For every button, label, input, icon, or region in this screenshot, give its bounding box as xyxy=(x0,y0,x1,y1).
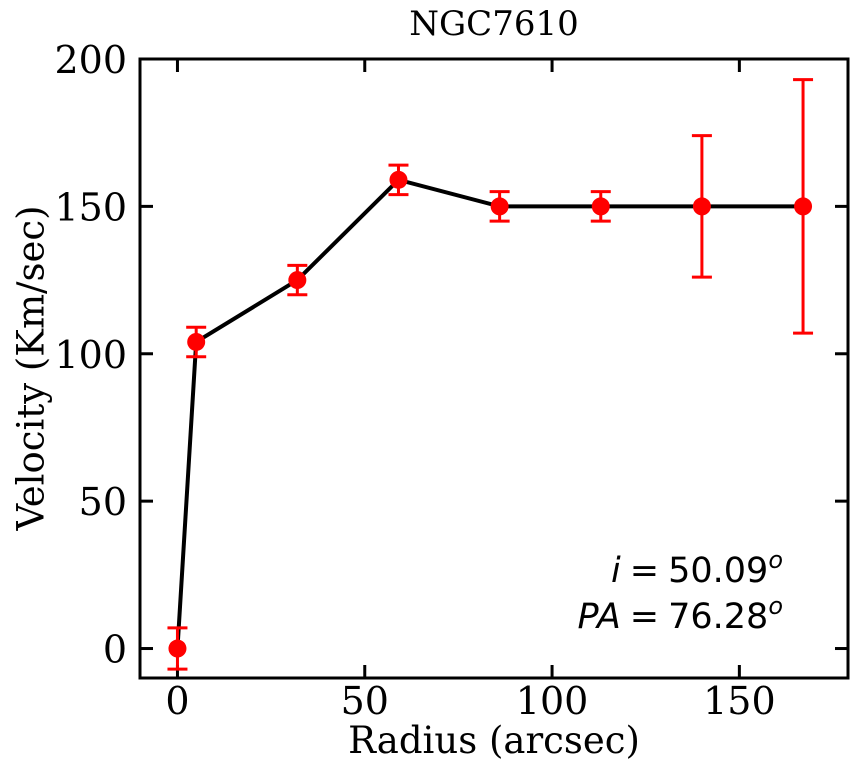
position-angle-symbol: PA xyxy=(577,597,621,637)
data-point-marker xyxy=(794,197,813,216)
y-tick-label: 150 xyxy=(54,185,127,229)
velocity-curve-line xyxy=(175,177,804,649)
plot-frame xyxy=(138,57,850,680)
x-tick-label: 150 xyxy=(703,679,776,723)
x-tick-label: 50 xyxy=(341,679,389,723)
y-tick-label: 50 xyxy=(79,480,127,524)
inclination-symbol: i xyxy=(611,551,621,591)
data-point-marker xyxy=(389,170,408,189)
inclination-value: 50.09 xyxy=(668,551,769,591)
y-tick-label: 100 xyxy=(54,333,127,377)
data-point-marker xyxy=(187,332,206,351)
y-tick-label: 200 xyxy=(54,38,127,82)
equals-sign: = xyxy=(629,551,660,591)
fit-parameters-annotation: i = 50.09o PA = 76.28o xyxy=(577,548,783,640)
equals-sign: = xyxy=(629,597,660,637)
x-tick-label: 100 xyxy=(516,679,589,723)
y-tick-label: 0 xyxy=(103,628,127,672)
degree-superscript: o xyxy=(768,592,783,620)
degree-superscript: o xyxy=(768,546,783,574)
y-axis-label: Velocity (Km/sec) xyxy=(9,205,53,531)
position-angle-value: 76.28 xyxy=(668,597,769,637)
data-points xyxy=(168,170,813,658)
inclination-annotation: i = 50.09o xyxy=(577,548,783,594)
data-point-marker xyxy=(288,271,307,290)
chart-title: NGC7610 xyxy=(409,4,579,44)
position-angle-annotation: PA = 76.28o xyxy=(577,594,783,640)
data-point-marker xyxy=(168,639,187,658)
x-tick-label: 0 xyxy=(165,679,189,723)
data-point-marker xyxy=(490,197,509,216)
x-axis-ticks: 0 50 100 150 xyxy=(165,59,776,723)
data-point-marker xyxy=(692,197,711,216)
y-axis-ticks: 0 50 100 150 200 xyxy=(54,38,848,672)
data-point-marker xyxy=(591,197,610,216)
x-axis-label: Radius (arcsec) xyxy=(348,719,640,762)
